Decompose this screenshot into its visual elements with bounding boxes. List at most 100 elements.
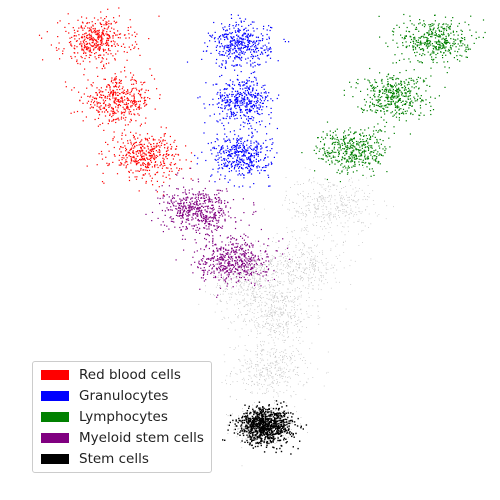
data-point <box>95 42 97 44</box>
background-point <box>340 204 342 206</box>
background-point <box>335 208 336 210</box>
background-point <box>238 267 240 269</box>
data-point <box>229 139 231 141</box>
data-point <box>127 89 129 91</box>
data-point <box>90 84 92 86</box>
data-point <box>222 27 224 29</box>
data-point <box>101 32 103 34</box>
background-point <box>300 321 301 322</box>
background-point <box>277 297 278 299</box>
data-point <box>245 109 247 111</box>
data-point <box>123 34 126 36</box>
background-point <box>364 225 366 227</box>
data-point <box>425 36 427 38</box>
background-point <box>283 358 285 360</box>
background-point <box>306 313 308 315</box>
data-point <box>143 163 145 165</box>
data-point <box>253 152 255 154</box>
data-point <box>264 170 266 172</box>
background-point <box>297 375 299 376</box>
background-point <box>297 257 298 258</box>
data-point <box>185 145 187 147</box>
data-point <box>83 43 85 45</box>
data-point <box>276 152 278 154</box>
background-point <box>342 198 343 200</box>
data-point <box>270 163 273 165</box>
background-point <box>273 330 275 332</box>
background-point <box>298 263 300 265</box>
data-point <box>238 41 240 43</box>
background-point <box>298 319 300 321</box>
background-point <box>304 269 306 270</box>
background-point <box>251 385 252 387</box>
background-point <box>324 178 326 180</box>
data-point <box>459 54 461 56</box>
data-point <box>227 47 229 49</box>
data-point <box>230 150 232 152</box>
data-point <box>100 37 103 39</box>
data-point <box>134 146 136 148</box>
background-point <box>293 369 295 370</box>
background-point <box>270 262 271 264</box>
background-point <box>308 193 309 195</box>
data-point <box>140 169 142 171</box>
background-point <box>270 260 272 262</box>
data-point <box>234 106 236 108</box>
background-point <box>293 279 295 281</box>
data-point <box>125 154 127 156</box>
data-point <box>103 129 105 131</box>
background-point <box>275 294 276 296</box>
background-point <box>256 337 258 338</box>
data-point <box>113 86 115 88</box>
background-point <box>303 278 304 280</box>
data-point <box>248 100 250 102</box>
data-point <box>240 59 242 61</box>
data-point <box>236 139 238 141</box>
background-point <box>344 215 346 217</box>
data-point <box>97 117 100 119</box>
data-point <box>109 95 111 97</box>
data-point <box>104 97 106 99</box>
data-point <box>243 153 245 156</box>
data-point <box>134 114 136 116</box>
background-point <box>257 274 258 276</box>
background-point <box>224 317 226 319</box>
data-point <box>227 104 229 106</box>
background-point <box>308 252 310 254</box>
background-point <box>271 260 273 262</box>
data-point <box>133 152 135 154</box>
data-point <box>264 49 266 51</box>
data-point <box>217 121 219 123</box>
background-point <box>287 328 289 330</box>
background-point <box>271 299 272 301</box>
background-point <box>259 373 260 375</box>
background-point <box>286 255 288 257</box>
background-point <box>335 209 337 211</box>
data-point <box>99 91 101 93</box>
background-point <box>242 321 244 322</box>
data-point <box>97 37 99 39</box>
data-point <box>46 31 48 33</box>
background-point <box>329 200 331 202</box>
data-point <box>251 164 253 167</box>
data-point <box>256 28 258 30</box>
background-point <box>251 318 252 320</box>
data-point <box>265 154 267 156</box>
data-point <box>144 137 146 139</box>
data-point <box>246 45 248 48</box>
background-point <box>297 278 299 279</box>
background-point <box>303 253 304 254</box>
background-point <box>370 223 372 225</box>
data-point <box>232 114 234 116</box>
background-point <box>315 276 316 278</box>
data-point <box>247 37 249 39</box>
background-point <box>298 211 299 213</box>
background-point <box>294 290 296 292</box>
background-point <box>333 216 335 217</box>
background-point <box>260 308 262 310</box>
data-point <box>241 151 243 153</box>
data-point <box>249 162 251 164</box>
data-point <box>102 122 104 124</box>
data-point <box>225 151 227 154</box>
data-point <box>253 183 255 185</box>
